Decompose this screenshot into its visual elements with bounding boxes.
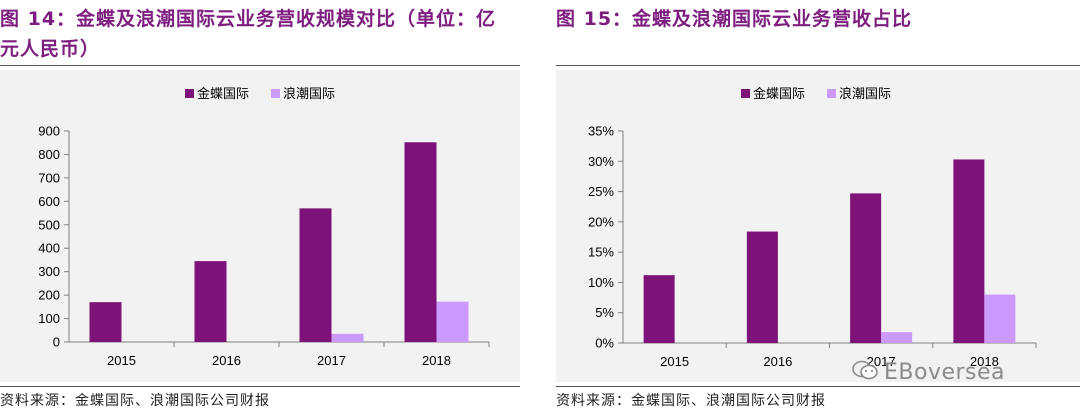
c1-bar-2017-s0 — [850, 193, 882, 343]
c1-bar-2016-s0 — [746, 231, 778, 343]
right-figure-title: 图 15：金蝶及浪潮国际云业务营收占比 — [556, 8, 913, 30]
c0-bar-2017-s1 — [331, 333, 364, 342]
right-figure-panel: 图 15：金蝶及浪潮国际云业务营收占比 金蝶国际 浪潮国际 0% 5% 10% 15% 20… — [556, 0, 1080, 417]
c1-bar-2015-s0 — [643, 275, 675, 343]
c1-x-tick-label-2: 2017 — [867, 354, 896, 369]
right-bar-chart: 金蝶国际 浪潮国际 0% 5% 10% 15% 20% 25% 30% 35% 2015 2016 20… — [588, 86, 1037, 369]
c0-y-tick-label-5: 500 — [38, 217, 60, 232]
c0-legend: 金蝶国际 浪潮国际 — [185, 86, 335, 102]
c0-y-tick-label-9: 900 — [38, 124, 60, 139]
watermark-text: EBoversea — [884, 360, 1006, 385]
c0-y-tick-label-0: 0 — [53, 335, 60, 350]
left-source-rule — [0, 386, 520, 387]
c0-y-tick-label-3: 300 — [38, 264, 60, 279]
c0-x-tick-label-1: 2016 — [212, 353, 241, 368]
c0-legend-swatch-1 — [271, 89, 280, 98]
right-source-rule — [556, 386, 1080, 387]
c1-y-tick-label-2: 10% — [588, 275, 614, 290]
c1-legend-label-1: 浪潮国际 — [839, 87, 891, 102]
c1-y-tick-label-5: 25% — [588, 184, 614, 199]
c1-bar-2017-s1 — [881, 332, 913, 343]
c1-y-tick-label-6: 30% — [588, 154, 614, 169]
c0-y-tick-label-6: 600 — [38, 194, 60, 209]
left-title-rule — [0, 65, 520, 66]
c0-y-tick-label-8: 800 — [38, 147, 60, 162]
c0-bar-2018-s1 — [436, 301, 469, 342]
wechat-icon — [852, 360, 878, 382]
c0-legend-swatch-0 — [185, 89, 194, 98]
c0-bar-2017-s0 — [299, 208, 332, 342]
c1-y-tick-label-1: 5% — [595, 305, 614, 320]
right-title-rule — [556, 65, 1080, 66]
c1-y-tick-label-3: 15% — [588, 245, 614, 260]
c0-y-tick-label-7: 700 — [38, 170, 60, 185]
c0-legend-label-0: 金蝶国际 — [197, 86, 249, 102]
c1-y-tick-label-4: 20% — [588, 214, 614, 229]
c1-legend-swatch-0 — [741, 89, 750, 98]
c1-bar-2018-s1 — [984, 294, 1016, 343]
c0-bar-2016-s0 — [194, 261, 227, 342]
left-bar-chart: 金蝶国际 浪潮国际 0 100 200 300 400 500 600 700 800 900 2015… — [38, 86, 490, 368]
c1-y-tick-label-0: 0% — [595, 336, 614, 351]
c0-y-tick-label-2: 200 — [38, 288, 60, 303]
c1-x-tick-label-1: 2016 — [763, 354, 792, 369]
right-source-note: 资料来源：金蝶国际、浪潮国际公司财报 — [556, 393, 826, 409]
c1-x-tick-label-3: 2018 — [970, 354, 999, 369]
c1-y-tick-label-7: 35% — [588, 124, 614, 139]
left-chart-area: 金蝶国际 浪潮国际 0 100 200 300 400 500 600 700 800 900 2015… — [0, 70, 520, 382]
left-figure-panel: 图 14：金蝶及浪潮国际云业务营收规模对比（单位：亿元人民币） 金蝶国际 浪潮国际… — [0, 0, 522, 417]
c0-legend-label-1: 浪潮国际 — [283, 87, 335, 102]
c0-bar-2015-s0 — [89, 302, 122, 342]
c0-x-tick-label-3: 2018 — [422, 353, 451, 368]
c0-bar-2018-s0 — [404, 142, 437, 342]
right-chart-area: 金蝶国际 浪潮国际 0% 5% 10% 15% 20% 25% 30% 35% 2015 2016 20… — [556, 70, 1080, 382]
c0-x-tick-label-0: 2015 — [107, 353, 136, 368]
c0-y-tick-label-4: 400 — [38, 241, 60, 256]
c1-legend: 金蝶国际 浪潮国际 — [741, 86, 891, 102]
left-source-note: 资料来源：金蝶国际、浪潮国际公司财报 — [0, 393, 270, 409]
left-figure-title: 图 14：金蝶及浪潮国际云业务营收规模对比（单位：亿元人民币） — [0, 8, 497, 60]
c0-x-tick-label-2: 2017 — [317, 353, 346, 368]
c0-y-tick-label-1: 100 — [38, 311, 60, 326]
c1-legend-label-0: 金蝶国际 — [753, 86, 805, 102]
c1-x-tick-label-0: 2015 — [660, 354, 689, 369]
c1-legend-swatch-1 — [827, 89, 836, 98]
watermark: EBoversea — [852, 360, 1005, 385]
c1-bar-2018-s0 — [953, 159, 985, 343]
